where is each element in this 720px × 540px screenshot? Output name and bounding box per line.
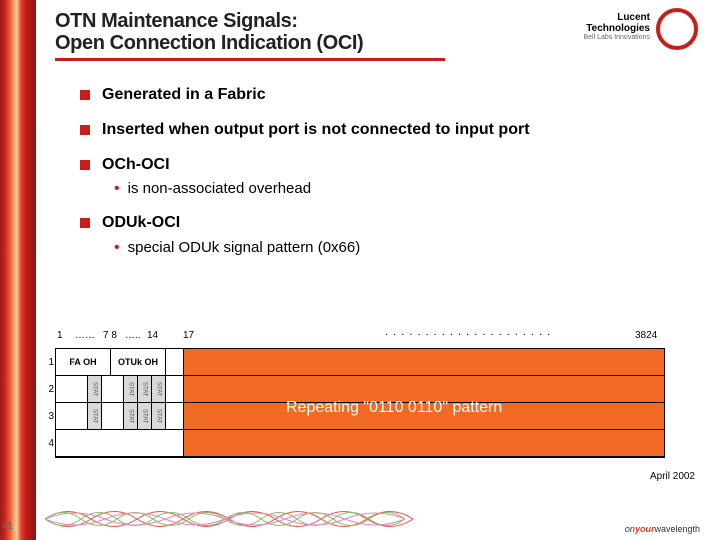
- bullet-4: ODUk-OCI • special ODUk signal pattern (…: [80, 213, 690, 257]
- tagline-on: on: [625, 524, 635, 534]
- bullet-1: Generated in a Fabric: [80, 85, 690, 106]
- bullet-square-icon: [80, 90, 90, 100]
- col-marker: …..: [125, 330, 141, 341]
- col-marker: 7 8: [103, 330, 117, 341]
- content-area: Generated in a Fabric Inserted when outp…: [80, 85, 690, 271]
- frame-row-4: [56, 430, 664, 457]
- oh-blank: [56, 403, 88, 429]
- oh-blank: [56, 430, 184, 456]
- sub-4-1-text: special ODUk signal pattern (0x66): [128, 238, 361, 258]
- oh-blank: [102, 403, 124, 429]
- col-marker: 1: [57, 330, 63, 341]
- sub-3-1-text: is non-associated overhead: [128, 179, 311, 199]
- sub-dot-icon: •: [114, 238, 120, 257]
- tagline-your: your: [635, 524, 655, 534]
- dna-wave-icon: [45, 504, 415, 534]
- bullet-square-icon: [80, 125, 90, 135]
- bullet-2: Inserted when output port is not connect…: [80, 120, 690, 141]
- bullet-3: OCh-OCI • is non-associated overhead: [80, 155, 690, 199]
- page-number: 41: [2, 521, 13, 532]
- footer-date: April 2002: [650, 471, 695, 482]
- left-decorative-border: [0, 0, 36, 540]
- row-labels: 1 2 3 4: [42, 349, 54, 457]
- bullet-4-text: ODUk-OCI: [102, 213, 180, 234]
- header: OTN Maintenance Signals: Open Connection…: [55, 10, 700, 61]
- frame-row-1: FA OH OTUk OH: [56, 349, 664, 376]
- col-dots: . . . . . . . . . . . . . . . . . . . . …: [385, 326, 551, 338]
- row-label: 3: [42, 403, 54, 430]
- title-line-2: Open Connection Indication (OCI): [55, 32, 700, 54]
- oh-blank: [166, 376, 184, 402]
- sub-dot-icon: •: [114, 179, 120, 198]
- row-label: 2: [42, 376, 54, 403]
- stat-cell: STAT: [88, 403, 102, 429]
- oh-blank: [56, 376, 88, 402]
- row-label: 1: [42, 349, 54, 376]
- stat-cell: STAT: [138, 376, 152, 402]
- bullet-3-text: OCh-OCI: [102, 155, 170, 176]
- oh-blank: [166, 403, 184, 429]
- oh-blank: [102, 376, 124, 402]
- bullet-2-text: Inserted when output port is not connect…: [102, 120, 530, 141]
- stat-cell: STAT: [124, 403, 138, 429]
- footer-tagline: onyourwavelength: [625, 524, 700, 534]
- slide: Lucent Technologies Bell Labs Innovation…: [0, 0, 720, 540]
- otuk-oh-cell: OTUk OH: [111, 349, 166, 375]
- col-marker: 3824: [635, 330, 657, 341]
- col-marker: ……: [75, 330, 95, 341]
- stat-cell: STAT: [88, 376, 102, 402]
- frame-diagram: 1 …… 7 8 ….. 14 17 3824 . . . . . . . . …: [55, 330, 665, 458]
- fa-oh-cell: FA OH: [56, 349, 111, 375]
- bullet-1-text: Generated in a Fabric: [102, 85, 266, 106]
- frame-grid: 1 2 3 4 FA OH OTUk OH STAT STAT STAT STA…: [55, 348, 665, 458]
- tagline-wave: wavelength: [654, 524, 700, 534]
- title-underline: [55, 58, 445, 61]
- pattern-text: Repeating "0110 0110" pattern: [286, 399, 502, 417]
- stat-cell: STAT: [138, 403, 152, 429]
- sub-4-1: • special ODUk signal pattern (0x66): [114, 238, 690, 258]
- title-line-1: OTN Maintenance Signals:: [55, 10, 700, 32]
- stat-cell: STAT: [152, 376, 166, 402]
- column-markers: 1 …… 7 8 ….. 14 17 3824 . . . . . . . . …: [55, 330, 665, 348]
- sub-3-1: • is non-associated overhead: [114, 179, 690, 199]
- bullet-square-icon: [80, 218, 90, 228]
- row-label: 4: [42, 430, 54, 457]
- col-marker: 14: [147, 330, 158, 341]
- stat-cell: STAT: [152, 403, 166, 429]
- col-marker: 17: [183, 330, 194, 341]
- bullet-square-icon: [80, 160, 90, 170]
- stat-cell: STAT: [124, 376, 138, 402]
- oh-blank: [166, 349, 184, 375]
